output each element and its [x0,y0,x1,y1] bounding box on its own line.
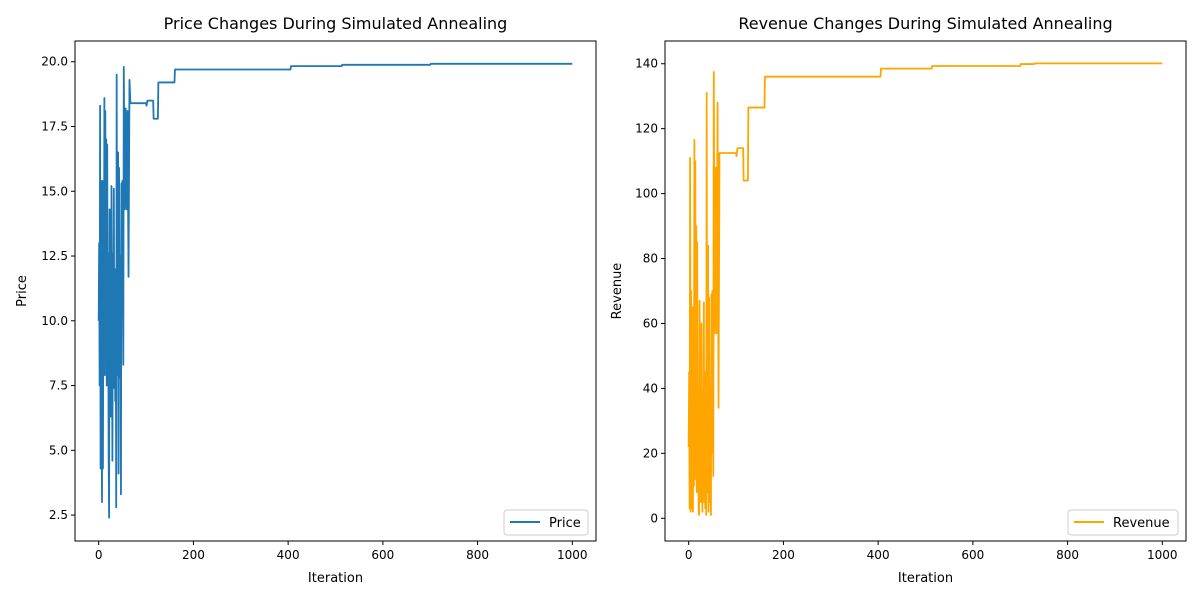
y-tick-label: 40 [643,381,658,395]
x-tick-label: 800 [1056,548,1079,562]
x-tick-label: 800 [466,548,489,562]
y-tick-label: 17.5 [41,119,68,133]
y-tick-label: 5.0 [49,443,68,457]
y-tick-label: 120 [635,122,658,136]
legend: Revenue [1067,509,1179,536]
series-line-price [97,62,573,519]
y-tick-label: 2.5 [49,508,68,522]
x-tick-label: 200 [182,548,205,562]
revenue-chart: Revenue Changes During Simulated Anneali… [610,14,1187,586]
y-axis-label: Price [15,275,30,307]
y-tick-label: 100 [635,187,658,201]
x-axis-label: Iteration [308,571,363,586]
series-line-revenue [687,62,1163,516]
y-tick-label: 140 [635,57,658,71]
y-tick-label: 0 [650,511,658,525]
y-tick-label: 60 [643,316,658,330]
x-tick-label: 600 [371,548,394,562]
y-tick-label: 12.5 [41,249,68,263]
y-tick-label: 15.0 [41,184,68,198]
chart-title: Price Changes During Simulated Annealing [164,14,508,33]
y-tick-label: 20 [643,446,658,460]
x-tick-label: 1000 [557,548,588,562]
legend-label: Revenue [1113,516,1170,531]
x-tick-label: 600 [961,548,984,562]
chart-title: Revenue Changes During Simulated Anneali… [738,14,1112,33]
y-tick-label: 20.0 [41,55,68,69]
axis-ticks: 0 200 400 600 800 1000 2.5 5.0 7.5 10.0 12.5 15.0 17… [41,55,587,562]
y-tick-label: 7.5 [49,379,68,393]
x-tick-label: 400 [867,548,890,562]
plot-frame [664,40,1187,542]
x-tick-label: 0 [685,548,693,562]
x-tick-label: 400 [277,548,300,562]
legend-label: Price [549,516,581,531]
series-lines [97,62,573,519]
price-chart: Price Changes During Simulated Annealing… [15,14,597,586]
x-tick-label: 1000 [1147,548,1178,562]
x-tick-label: 200 [772,548,795,562]
legend-box [503,509,589,536]
x-axis-label: Iteration [898,571,953,586]
legend: Price [503,509,589,536]
y-tick-label: 80 [643,252,658,266]
y-tick-label: 10.0 [41,314,68,328]
plot-frame [74,40,597,542]
axis-ticks: 0 200 400 600 800 1000 0 20 40 60 80 100 120 140 [635,57,1177,562]
y-axis-label: Revenue [610,263,625,320]
series-lines [687,62,1163,516]
x-tick-label: 0 [95,548,103,562]
legend-box [1067,509,1179,536]
